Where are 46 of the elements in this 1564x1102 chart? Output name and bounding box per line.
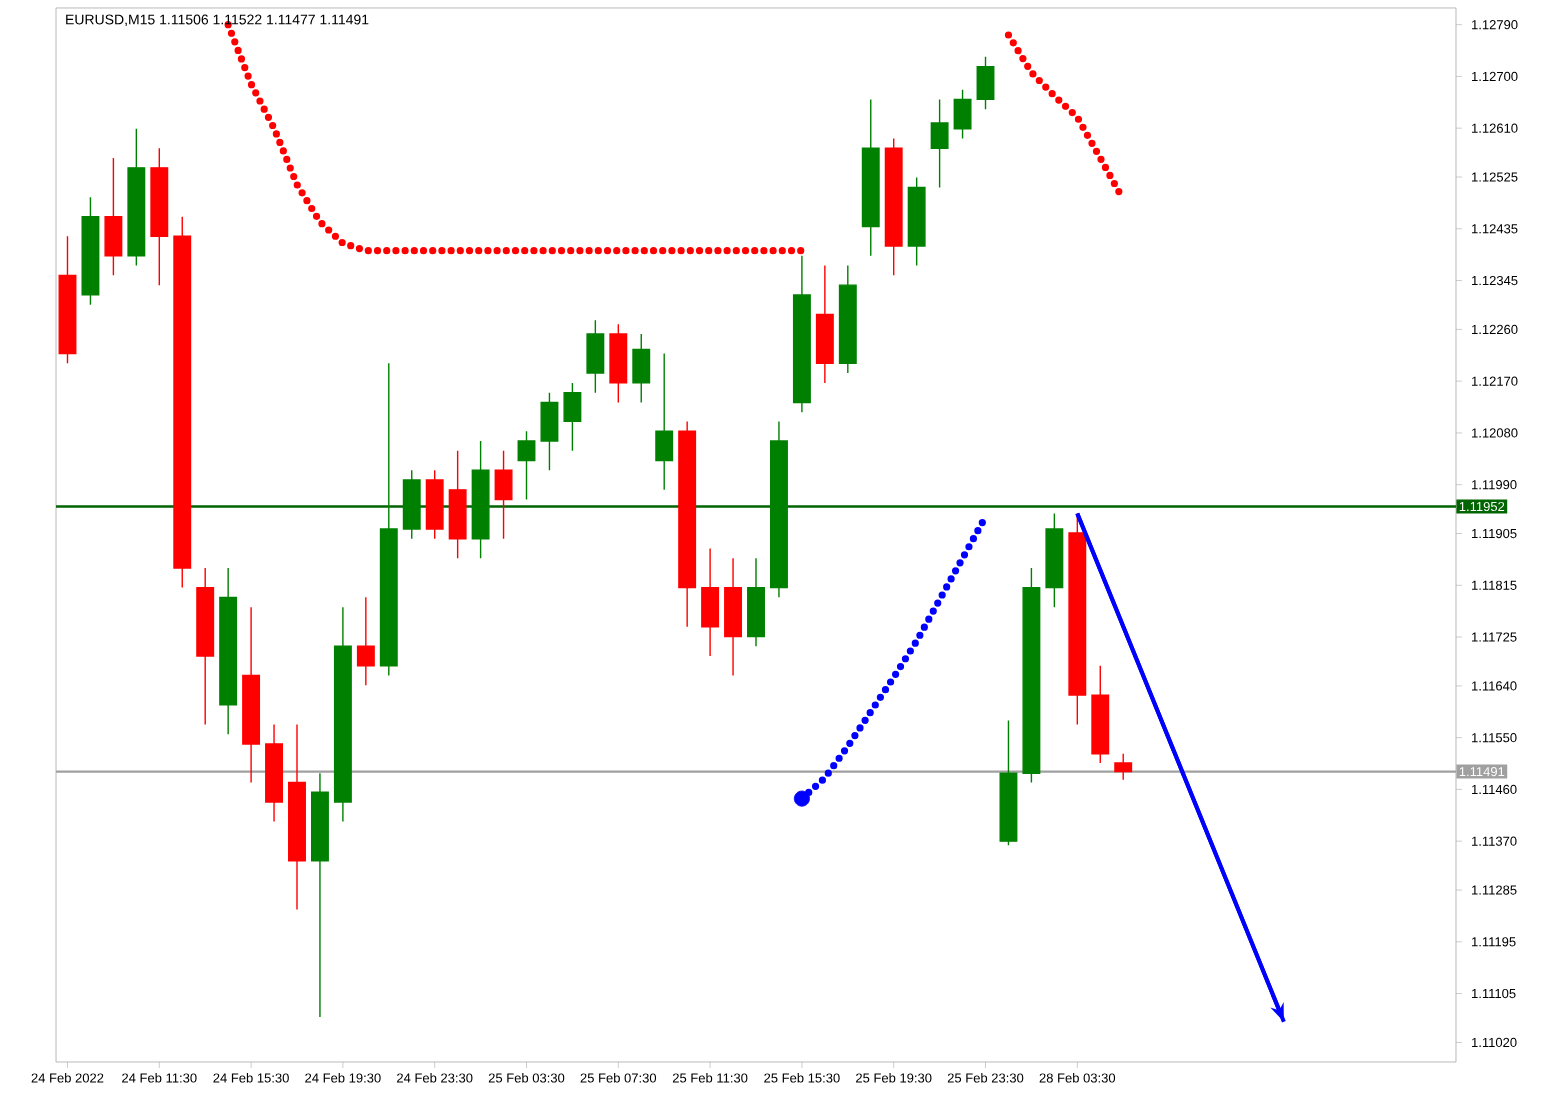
- candlestick: [242, 606, 261, 784]
- candlestick: [953, 88, 972, 140]
- candlestick: [58, 235, 77, 365]
- candlestick: [173, 216, 192, 589]
- candlestick: [1022, 567, 1041, 784]
- candlestick: [425, 469, 444, 540]
- candlestick: [219, 567, 238, 735]
- candlestick: [494, 450, 513, 540]
- candlestick: [310, 772, 329, 1018]
- candlestick: [402, 469, 421, 540]
- candlestick: [540, 391, 559, 471]
- candlestick: [379, 362, 398, 677]
- candlestick: [701, 547, 720, 657]
- candlestick: [884, 137, 903, 277]
- candlestick: [792, 255, 811, 413]
- candlestick: [655, 352, 674, 491]
- candlestick: [1045, 512, 1064, 608]
- candlestick: [930, 98, 949, 189]
- candlestick: [127, 128, 146, 267]
- candlestick: [288, 723, 306, 911]
- candlestick: [333, 606, 352, 823]
- candlestick: [104, 157, 123, 277]
- candlestick: [1091, 665, 1110, 764]
- candlestick: [861, 98, 880, 257]
- candlestick: [265, 723, 284, 823]
- candlestick: [724, 557, 743, 677]
- candlestick: [747, 557, 765, 647]
- candlestick: [448, 450, 467, 559]
- candlestick: [196, 567, 215, 726]
- candlestick: [609, 323, 628, 404]
- candlestick: [838, 264, 857, 374]
- candlestick: [517, 430, 536, 501]
- candlestick: [356, 596, 375, 687]
- candlestick: [150, 147, 169, 286]
- candlestick: [563, 382, 582, 452]
- candlestick: [769, 420, 788, 599]
- candlestick: [586, 319, 605, 394]
- candlestick: [976, 56, 995, 110]
- candlestick: [815, 264, 834, 384]
- candlestick: [1114, 753, 1133, 781]
- candlestick: [678, 420, 697, 628]
- candlestick: [471, 440, 490, 559]
- candlestick: [81, 196, 100, 306]
- candlestick: [907, 176, 926, 267]
- candlestick: [999, 719, 1018, 846]
- candlestick: [632, 333, 651, 404]
